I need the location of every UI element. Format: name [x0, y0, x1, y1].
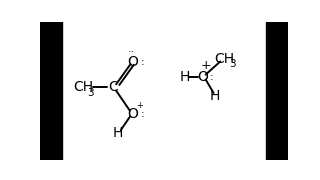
Text: CH: CH [73, 80, 93, 95]
Text: CH: CH [215, 52, 235, 66]
Text: H: H [210, 89, 220, 103]
Text: O: O [128, 55, 139, 69]
Text: :: : [210, 72, 214, 82]
Text: :: : [140, 109, 144, 119]
Text: O: O [128, 107, 139, 121]
Text: +: + [136, 101, 143, 110]
Text: :: : [140, 57, 144, 67]
Text: ··: ·· [128, 47, 135, 57]
Text: O: O [197, 70, 208, 84]
Text: +: + [200, 59, 211, 73]
Text: C: C [108, 80, 118, 95]
Text: H: H [180, 70, 190, 84]
Text: 3: 3 [229, 59, 236, 69]
Bar [266, 22, 288, 160]
Bar [40, 22, 62, 160]
Text: 3: 3 [87, 88, 94, 98]
Text: H: H [113, 126, 123, 140]
